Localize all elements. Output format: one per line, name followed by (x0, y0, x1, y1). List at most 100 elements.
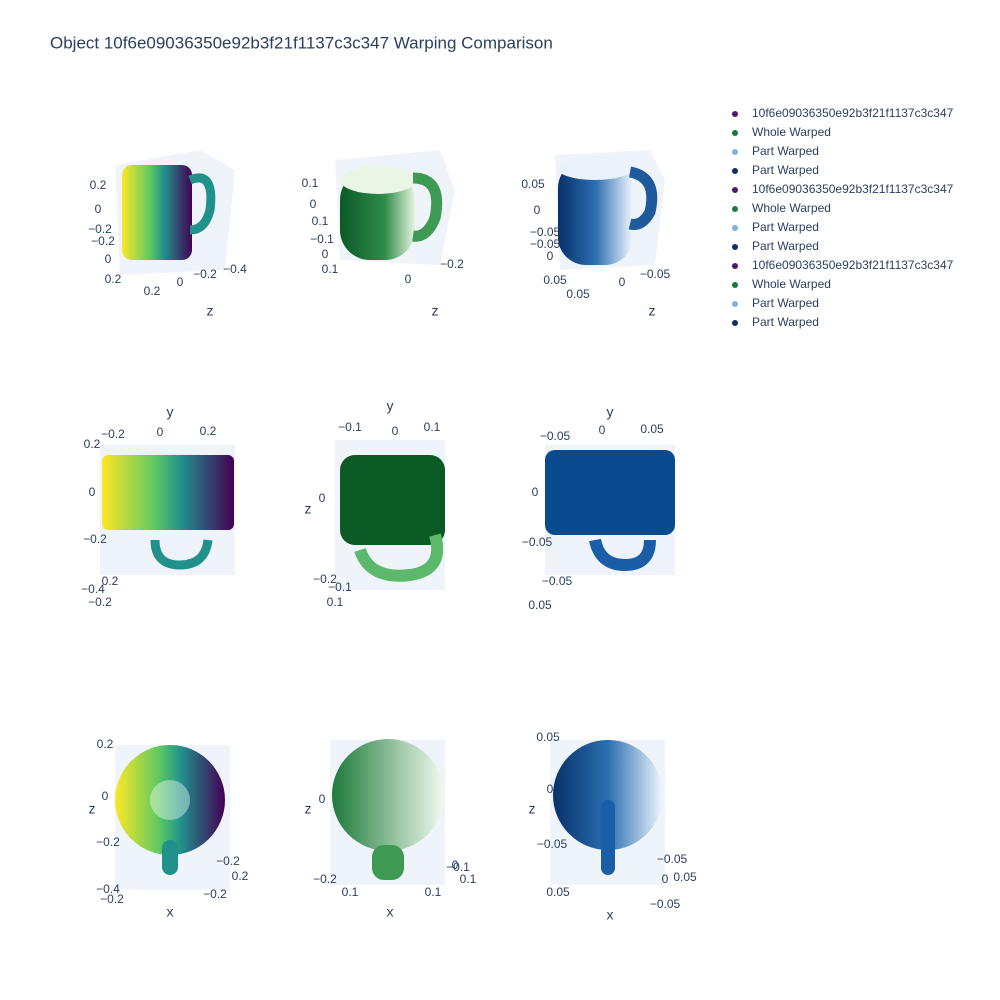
legend-label: Whole Warped (752, 277, 831, 291)
tick-label: −0.1 (328, 580, 352, 594)
tick-label: 0 (599, 423, 606, 437)
chart-title: Object 10f6e09036350e92b3f21f1137c3c347 … (50, 33, 553, 52)
tick-label: 0 (532, 485, 539, 499)
axis-title: y (167, 404, 174, 420)
tick-label: −0.05 (657, 852, 688, 866)
tick-label: 0.1 (322, 262, 339, 276)
tick-label: 0.1 (312, 214, 329, 228)
tick-label: 0 (547, 782, 554, 796)
tick-label: 0 (310, 197, 317, 211)
tick-label: −0.2 (88, 595, 112, 609)
tick-label: 0 (102, 789, 109, 803)
legend-label: Whole Warped (752, 125, 831, 139)
tick-label: 0.1 (327, 595, 344, 609)
legend-marker (732, 244, 738, 250)
tick-label: 0 (105, 252, 112, 266)
legend-marker (732, 206, 738, 212)
tick-label: −0.2 (313, 572, 337, 586)
legend: 10f6e09036350e92b3f21f1137c3c347 Whole Wa… (732, 106, 954, 329)
legend-label: Part Warped (752, 315, 819, 329)
tick-label: −0.2 (203, 887, 227, 901)
axis-title: z (89, 801, 96, 817)
axis-title: z (529, 801, 536, 817)
legend-label: Whole Warped (752, 201, 831, 215)
legend-label: Part Warped (752, 239, 819, 253)
tick-label: 0.2 (97, 737, 114, 751)
tick-label: −0.05 (540, 429, 571, 443)
tick-label: 0.2 (90, 178, 107, 192)
tick-label: 0 (547, 249, 554, 263)
tick-label: 0 (662, 872, 669, 886)
tick-label: −0.2 (88, 222, 112, 236)
tick-label: 0 (392, 424, 399, 438)
legend-label: 10f6e09036350e92b3f21f1137c3c347 (752, 182, 954, 196)
legend-label: Part Warped (752, 296, 819, 310)
legend-marker (732, 320, 738, 326)
tick-label: 0 (319, 491, 326, 505)
tick-label: −0.2 (440, 257, 464, 271)
tick-label: −0.2 (100, 892, 124, 906)
tick-label: 0.2 (102, 574, 119, 588)
tick-label: 0.1 (342, 885, 359, 899)
axis-title: y (607, 404, 614, 420)
tick-label: −0.05 (537, 837, 568, 851)
tick-label: 0 (322, 247, 329, 261)
tick-label: 0 (405, 272, 412, 286)
tick-label: −0.05 (522, 535, 553, 549)
tick-label: 0.05 (528, 598, 552, 612)
tick-label: −0.2 (216, 854, 240, 868)
tick-label: −0.05 (542, 574, 573, 588)
legend-marker (732, 225, 738, 231)
legend-marker (732, 149, 738, 155)
tick-label: −0.4 (96, 882, 120, 896)
tick-label: −0.2 (193, 267, 217, 281)
legend-marker (732, 111, 738, 117)
tick-label: 0.2 (84, 437, 101, 451)
tick-label: −0.1 (310, 232, 334, 246)
tick-label: −0.1 (446, 860, 470, 874)
axis-title: y (387, 398, 394, 414)
tick-label: 0.05 (543, 273, 567, 287)
tick-label: 0.2 (200, 424, 217, 438)
axis-title: x (607, 907, 614, 923)
tick-label: 0.05 (640, 422, 664, 436)
tick-label: 0 (95, 202, 102, 216)
legend-label: Part Warped (752, 163, 819, 177)
axis-title: x (387, 904, 394, 920)
axis-title: x (167, 904, 174, 920)
legend-marker (732, 263, 738, 269)
tick-label: 0.05 (521, 177, 545, 191)
legend-marker (732, 168, 738, 174)
tick-label: 0.05 (673, 870, 697, 884)
tick-label: −0.2 (101, 427, 125, 441)
tick-label: 0.05 (566, 287, 590, 301)
tick-label: 0.2 (144, 284, 161, 298)
tick-label: 0.1 (302, 176, 319, 190)
legend-marker (732, 301, 738, 307)
legend-label: Part Warped (752, 144, 819, 158)
tick-label: 0.1 (460, 872, 477, 886)
point-clouds (102, 156, 675, 880)
legend-label: 10f6e09036350e92b3f21f1137c3c347 (752, 106, 954, 120)
tick-label: 0 (452, 858, 459, 872)
tick-label: 0 (89, 485, 96, 499)
legend-label: 10f6e09036350e92b3f21f1137c3c347 (752, 258, 954, 272)
axis-title: z (432, 303, 439, 319)
tick-label: −0.05 (650, 897, 681, 911)
tick-label: −0.4 (81, 582, 105, 596)
tick-label: 0 (157, 425, 164, 439)
tick-label: 0.2 (232, 869, 249, 883)
axis-title: z (305, 801, 312, 817)
tick-label: −0.2 (83, 532, 107, 546)
tick-label: 0.05 (536, 730, 560, 744)
tick-label: 0 (619, 275, 626, 289)
legend-marker (732, 130, 738, 136)
tick-label: 0 (177, 275, 184, 289)
tick-label: 0.2 (105, 272, 122, 286)
legend-marker (732, 282, 738, 288)
axis-title: z (305, 501, 312, 517)
tick-label: 0.05 (546, 885, 570, 899)
tick-label: 0 (534, 203, 541, 217)
tick-label: −0.05 (640, 267, 671, 281)
